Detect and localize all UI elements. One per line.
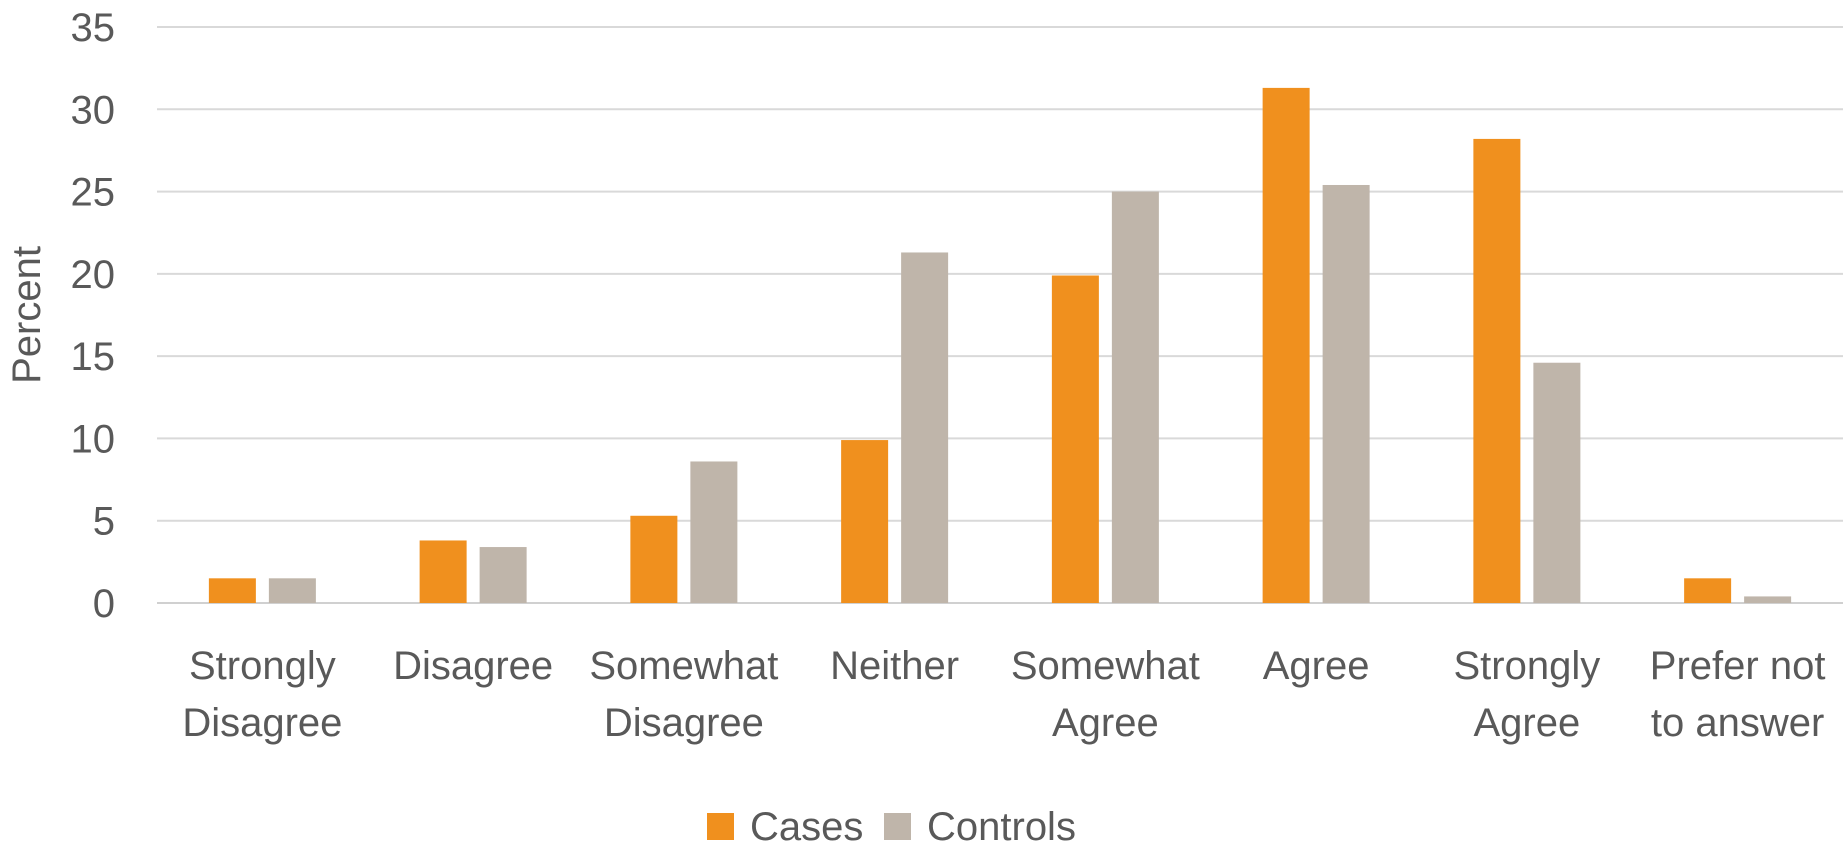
gridlines [157,26,1843,604]
y-tick-label: 10 [71,417,116,461]
legend-swatch-cases [707,813,734,840]
x-tick-label: Agree [1263,644,1370,688]
bar-controls [1322,184,1370,603]
bar-cases [1473,138,1521,603]
bar-cases [841,440,889,603]
x-tick-label: Strongly Agree [1454,644,1601,745]
bar-cases [208,578,256,603]
legend-label-controls: Controls [927,805,1076,845]
legend: Cases Controls [707,805,1076,845]
x-tick-label: Neither [830,644,959,688]
bar-controls [1533,362,1581,603]
x-tick-label: Somewhat Disagree [589,644,778,745]
y-tick-label: 20 [71,253,116,297]
y-axis-ticks: 0 5 10 15 20 25 30 35 [71,6,116,626]
bar-controls [901,252,949,603]
y-tick-label: 5 [93,500,115,544]
x-tick-label: Strongly Disagree [182,644,342,745]
y-tick-label: 15 [71,335,116,379]
legend-label-cases: Cases [750,805,863,845]
x-axis-labels: Strongly Disagree Disagree Somewhat Disagree… [182,644,1825,745]
bars [208,87,1792,604]
y-tick-label: 35 [71,6,116,50]
x-tick-label: Somewhat Agree [1011,644,1200,745]
x-tick-label: Disagree [393,644,553,688]
y-tick-label: 30 [71,88,116,132]
y-tick-label: 0 [93,582,115,626]
bar-cases [1262,87,1310,604]
legend-swatch-controls [884,813,911,840]
bar-controls [479,547,527,603]
bar-controls [1744,596,1792,603]
y-axis-label: Percent [5,246,49,384]
x-tick-label: Prefer not to answer [1650,644,1826,745]
bar-cases [630,515,678,603]
bar-cases [1684,578,1732,603]
bar-controls [1111,191,1159,604]
bar-cases [419,540,467,603]
bar-controls [690,461,738,603]
y-tick-label: 25 [71,171,116,215]
bar-controls [268,578,316,603]
bar-cases [1051,275,1099,603]
